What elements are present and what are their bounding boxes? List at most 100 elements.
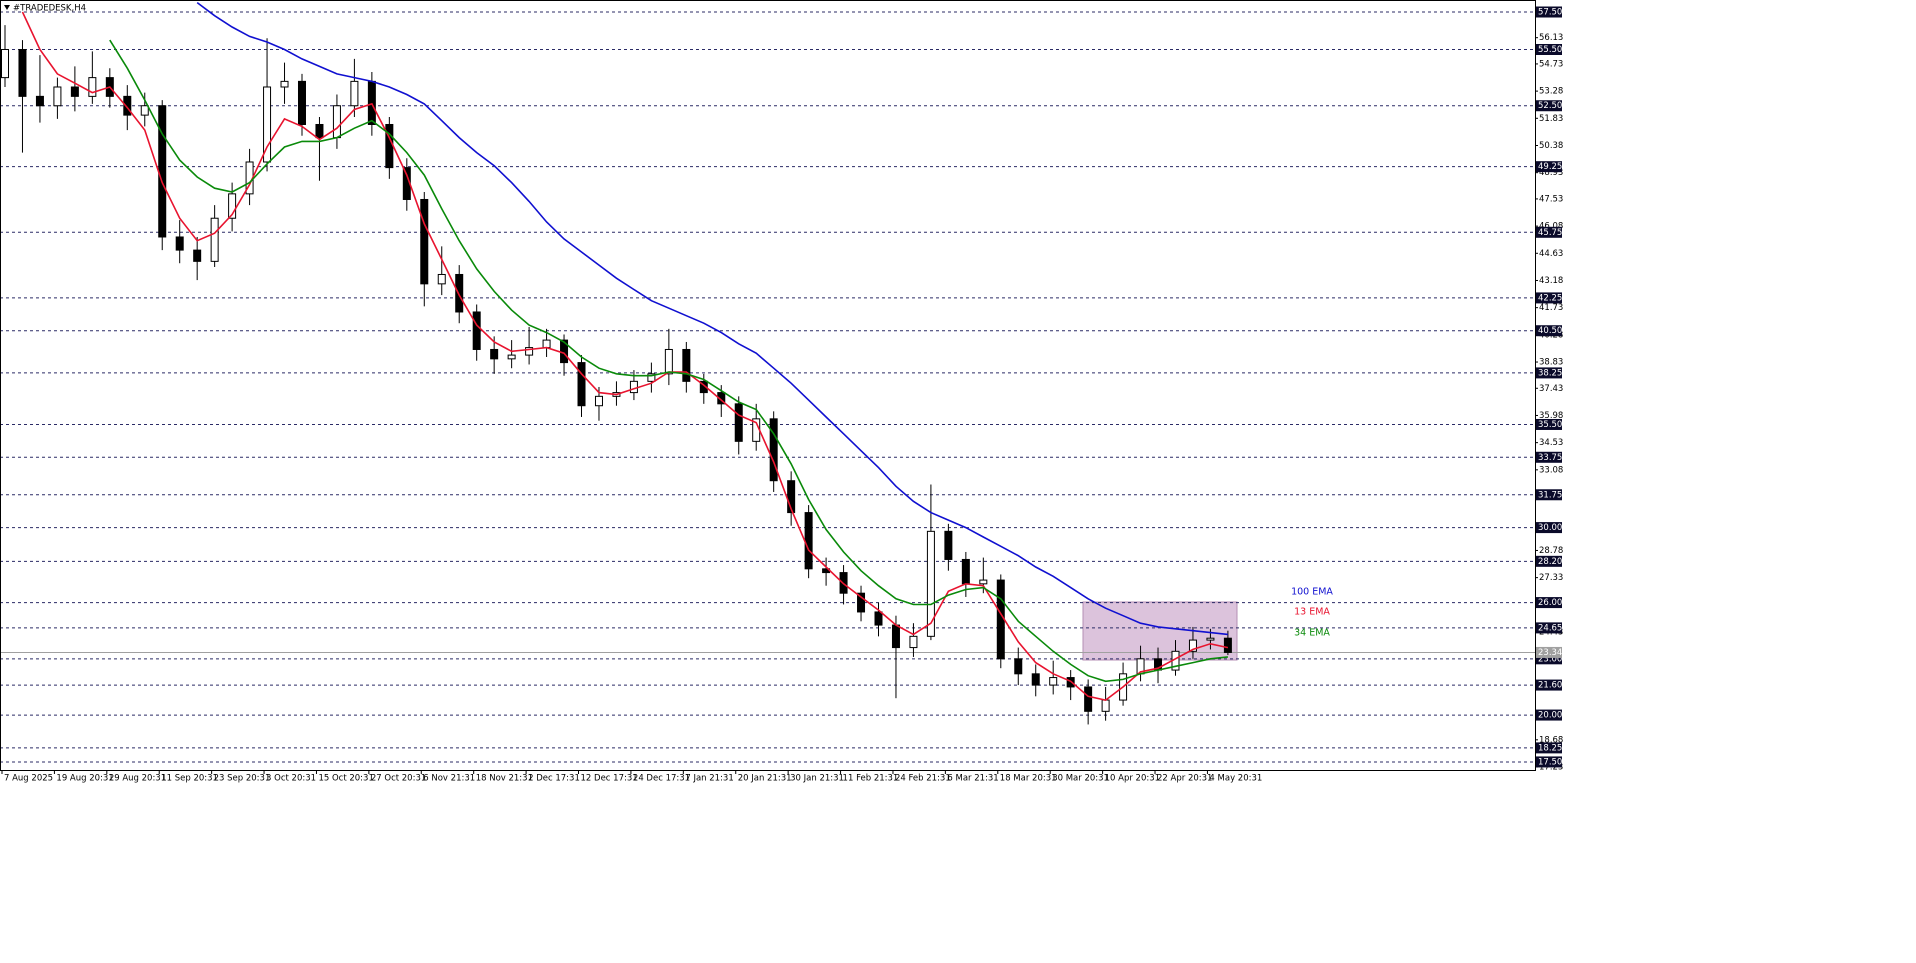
candle-body	[385, 123, 394, 169]
legend-label: 13 EMA	[1294, 607, 1330, 618]
candle-body	[1206, 637, 1215, 641]
y-tick-label: 46.08	[1539, 222, 1563, 232]
x-tick-label: 15 Oct 20:31	[318, 774, 373, 784]
candle-body	[507, 354, 516, 360]
y-tick-label: 43.18	[1539, 276, 1563, 286]
level-label-bg	[1536, 43, 1562, 55]
level-label-bg	[1536, 597, 1562, 609]
y-tick-label: 56.13	[1539, 33, 1563, 43]
level-label-bg	[1536, 489, 1562, 501]
x-tick-label: 30 Mar 20:31	[1052, 774, 1109, 784]
candle-body	[577, 362, 586, 407]
x-tick-label: 4 May 20:31	[1209, 774, 1262, 784]
current-price-label: 23.34	[1538, 648, 1562, 658]
candle-body	[140, 105, 149, 116]
candle-body	[263, 86, 272, 163]
y-tick-label: 48.93	[1539, 168, 1563, 178]
y-tick-label: 47.53	[1539, 194, 1563, 204]
candle-body	[158, 105, 167, 238]
candle-body	[717, 392, 726, 405]
candle-body	[367, 80, 376, 125]
candle-body	[1084, 686, 1093, 712]
candle-body	[490, 348, 499, 360]
x-tick-label: 29 Aug 20:31	[109, 774, 166, 784]
x-tick-label: 24 Dec 17:31	[633, 774, 690, 784]
x-tick-label: 20 Jan 21:31	[738, 774, 792, 784]
x-tick-label: 3 Oct 20:31	[266, 774, 316, 784]
x-tick-label: 18 Nov 21:31	[476, 774, 533, 784]
menu-arrow[interactable]	[4, 5, 10, 10]
range-box	[1082, 601, 1238, 661]
y-tick-label: 27.33	[1539, 573, 1563, 583]
candle-body	[891, 624, 900, 649]
candle-body	[804, 512, 813, 570]
level-label-bg	[1536, 622, 1562, 634]
x-tick-label: 19 Aug 20:31	[56, 774, 113, 784]
x-tick-label: 11 Feb 21:31	[843, 774, 899, 784]
level-label-bg	[1536, 6, 1562, 18]
candle-body	[18, 48, 27, 97]
level-label-bg	[1536, 522, 1562, 534]
x-tick-label: 2 Dec 17:31	[528, 774, 580, 784]
level-label: 45.75	[1538, 228, 1562, 238]
candle-body	[734, 403, 743, 442]
y-tick-label: 51.83	[1539, 114, 1563, 124]
candle-body	[996, 579, 1005, 660]
level-label-bg	[1536, 418, 1562, 430]
candle-body	[1101, 699, 1110, 712]
level-label: 38.25	[1538, 368, 1562, 378]
candle-body	[787, 480, 796, 514]
y-tick-label: 18.68	[1539, 735, 1563, 745]
candle-body	[350, 80, 359, 107]
level-label: 42.25	[1538, 293, 1562, 303]
level-label-bg	[1536, 679, 1562, 691]
level-label: 26.00	[1538, 598, 1562, 608]
candle-body	[472, 311, 481, 350]
level-label: 18.25	[1538, 743, 1562, 753]
level-label-bg	[1536, 226, 1562, 238]
candle-body	[682, 348, 691, 382]
plot-frame	[0, 0, 1536, 771]
chart-title: #TRADEDESK,H4	[13, 4, 86, 14]
x-tick-label: 24 Feb 21:31	[895, 774, 951, 784]
level-label: 17.50	[1538, 757, 1562, 767]
level-label: 55.50	[1538, 45, 1562, 55]
candle-body	[280, 80, 289, 88]
candle-body	[332, 105, 341, 139]
candle-body	[944, 530, 953, 560]
level-label: 28.20	[1538, 557, 1562, 567]
candle-body	[525, 347, 534, 356]
level-label-bg	[1536, 367, 1562, 379]
ema-line	[196, 1, 1228, 636]
candle-body	[88, 77, 97, 97]
candle-body	[1031, 673, 1040, 686]
candle-body	[1223, 637, 1232, 653]
level-label: 30.00	[1538, 523, 1562, 533]
candle-body	[1049, 677, 1058, 686]
candle-body	[193, 249, 202, 262]
y-tick-label: 35.98	[1539, 411, 1563, 421]
x-tick-label: 27 Oct 20:31	[371, 774, 426, 784]
candle-body	[629, 380, 638, 394]
y-tick-label: 41.73	[1539, 303, 1563, 313]
level-label-bg	[1536, 756, 1562, 768]
candle-body	[70, 86, 79, 97]
y-tick-label: 53.28	[1539, 87, 1563, 97]
y-tick-label: 50.38	[1539, 141, 1563, 151]
x-tick-label: 7 Jan 21:31	[685, 774, 733, 784]
candle-body	[210, 217, 219, 262]
level-label-bg	[1536, 742, 1562, 754]
level-label: 52.50	[1538, 101, 1562, 111]
y-tick-label: 28.78	[1539, 546, 1563, 556]
candle-body	[297, 80, 306, 125]
level-label-bg	[1536, 555, 1562, 567]
candle-body	[594, 395, 603, 407]
candle-body	[542, 339, 551, 349]
y-tick-label: 38.83	[1539, 358, 1563, 368]
candle-body	[228, 193, 237, 219]
level-label: 40.50	[1538, 326, 1562, 336]
candle-body	[35, 95, 44, 107]
level-label-bg	[1536, 292, 1562, 304]
x-tick-label: 18 Mar 20:31	[1000, 774, 1057, 784]
